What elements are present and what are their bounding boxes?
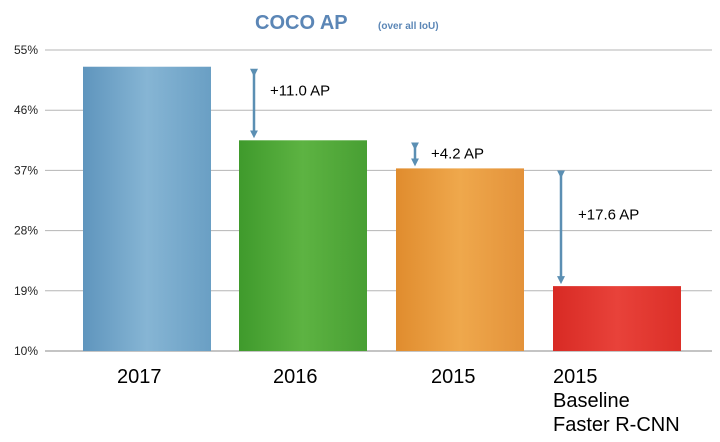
y-tick-label: 19% (14, 284, 38, 298)
y-tick-label: 37% (14, 163, 38, 177)
bar (83, 66, 211, 351)
difference-label: +11.0 AP (270, 83, 330, 100)
annotations: +11.0 AP +4.2 AP +17.6 AP (250, 68, 639, 285)
chart-subtitle: (over all IoU) (378, 21, 439, 32)
x-tick-label: 2015 (553, 366, 598, 388)
y-tick-label: 28% (14, 224, 38, 238)
difference-label: +4.2 AP (431, 145, 484, 162)
chart-title: COCO AP (255, 12, 348, 34)
bar (553, 286, 681, 351)
x-tick-label: 2017 (117, 366, 162, 388)
y-tick-label: 55% (14, 43, 38, 57)
bars (83, 66, 681, 351)
difference-label: +17.6 AP (578, 206, 639, 223)
x-tick-label: 2016 (273, 366, 318, 388)
x-tick-label: Baseline (553, 390, 630, 412)
y-tick-label: 46% (14, 103, 38, 117)
bar (239, 140, 367, 351)
x-tick-label: 2015 (431, 366, 476, 388)
y-tick-label: 10% (14, 344, 38, 358)
chart-title-group: COCO AP (over all IoU) (255, 12, 439, 34)
bar (396, 168, 524, 351)
x-tick-label: Faster R-CNN (553, 414, 680, 436)
y-axis-ticks: 10% 19% 28% 37% 46% 55% (14, 43, 38, 358)
